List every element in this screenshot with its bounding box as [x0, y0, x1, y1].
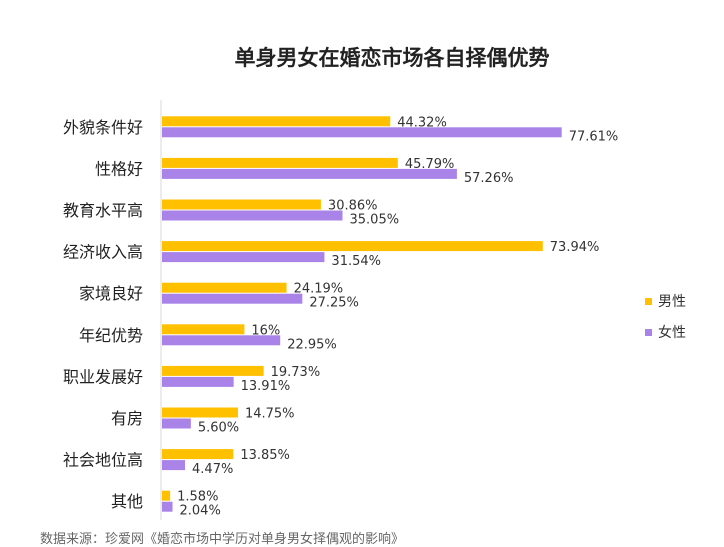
legend-swatch-female [645, 328, 652, 336]
category-label: 家境良好 [79, 284, 143, 303]
bar-female [162, 293, 303, 304]
category-label: 职业发展好 [63, 367, 143, 386]
legend-item-male: 男性 [645, 291, 686, 311]
data-label-female: 2.04% [180, 504, 221, 519]
legend-item-female: 女性 [645, 322, 686, 342]
category-label: 性格好 [95, 159, 143, 178]
data-label-male: 19.73% [271, 365, 321, 380]
bar-male [162, 199, 321, 210]
category-label: 教育水平高 [63, 201, 143, 220]
category-label: 年纪优势 [79, 326, 143, 345]
data-label-female: 4.47% [192, 462, 233, 477]
data-label-male: 24.19% [294, 282, 344, 297]
category-label: 外貌条件好 [63, 118, 143, 137]
legend-label-female: 女性 [658, 325, 686, 341]
bar-female [162, 460, 186, 471]
bar-male [162, 449, 234, 460]
data-label-female: 27.25% [309, 296, 359, 311]
data-label-female: 31.54% [331, 254, 381, 269]
source-note: 数据来源：珍爱网《婚恋市场中学历对单身男女择偶观的影响》 [40, 532, 405, 547]
data-label-female: 5.60% [198, 421, 239, 436]
bar-male [162, 116, 391, 127]
data-label-male: 16% [251, 323, 280, 338]
bar-female [162, 252, 325, 263]
category-label: 社会地位高 [63, 451, 143, 470]
chart-title: 单身男女在婚恋市场各自择偶优势 [234, 46, 550, 70]
bar-male [162, 407, 238, 418]
bar-male [162, 282, 287, 293]
bar-female [162, 501, 173, 512]
legend-label-male: 男性 [658, 294, 686, 310]
legend-swatch-male [645, 297, 652, 305]
bar-female [162, 418, 191, 429]
data-label-male: 30.86% [328, 199, 378, 214]
category-label: 其他 [111, 492, 143, 511]
bar-female [162, 376, 234, 387]
bar-male [162, 490, 171, 501]
bar-male [162, 365, 264, 376]
bar-female [162, 335, 281, 346]
data-label-male: 1.58% [177, 490, 218, 505]
category-label: 经济收入高 [63, 243, 143, 262]
data-label-male: 44.32% [397, 115, 447, 130]
bar-male [162, 324, 245, 335]
data-label-female: 13.91% [241, 379, 291, 394]
data-label-male: 14.75% [245, 407, 295, 422]
bar-female [162, 168, 457, 179]
data-label-female: 22.95% [287, 337, 337, 352]
data-label-male: 45.79% [405, 157, 455, 172]
data-label-female: 35.05% [350, 213, 400, 228]
data-label-female: 57.26% [464, 171, 514, 186]
bar-male [162, 157, 398, 168]
category-label: 有房 [111, 409, 143, 428]
bar-female [162, 210, 343, 221]
bar-male [162, 241, 543, 252]
data-label-female: 77.61% [569, 129, 619, 144]
data-label-male: 73.94% [550, 240, 600, 255]
bar-female [162, 127, 562, 138]
data-label-male: 13.85% [240, 448, 290, 463]
